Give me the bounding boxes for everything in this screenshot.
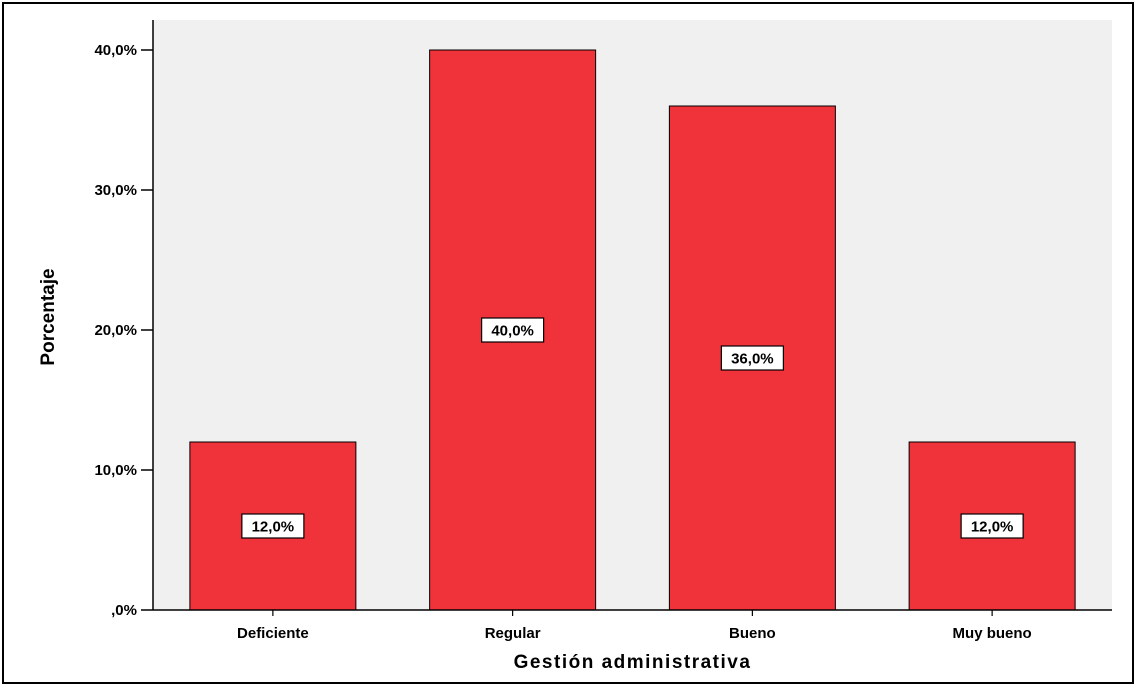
x-tick-label: Bueno (729, 625, 776, 642)
y-tick-label: 10,0% (94, 462, 137, 479)
y-tick-label: ,0% (111, 602, 137, 619)
y-tick-label: 20,0% (94, 322, 137, 339)
data-label: 12,0% (252, 519, 295, 536)
x-axis: Deficiente Regular Bueno Muy bueno (153, 609, 1112, 642)
x-tick-label: Regular (485, 625, 541, 642)
bars-group: 12,0% 40,0% 36,0% 12,0% (189, 49, 1076, 611)
x-tick-label: Deficiente (237, 625, 309, 642)
y-axis: ,0% 10,0% 20,0% 30,0% 40,0% (94, 20, 154, 619)
data-label: 12,0% (971, 519, 1014, 536)
data-label-box (241, 513, 305, 539)
x-tick-label: Muy bueno (953, 625, 1032, 642)
data-label-box (481, 317, 545, 343)
data-label: 40,0% (491, 323, 534, 340)
data-label: 36,0% (731, 351, 774, 368)
y-tick-label: 40,0% (94, 42, 137, 59)
y-tick-label: 30,0% (94, 182, 137, 199)
y-axis-title: Porcentaje (38, 268, 59, 365)
data-label-box (960, 513, 1024, 539)
data-label-box (720, 345, 784, 371)
x-axis-title: Gestión administrativa (514, 652, 752, 673)
